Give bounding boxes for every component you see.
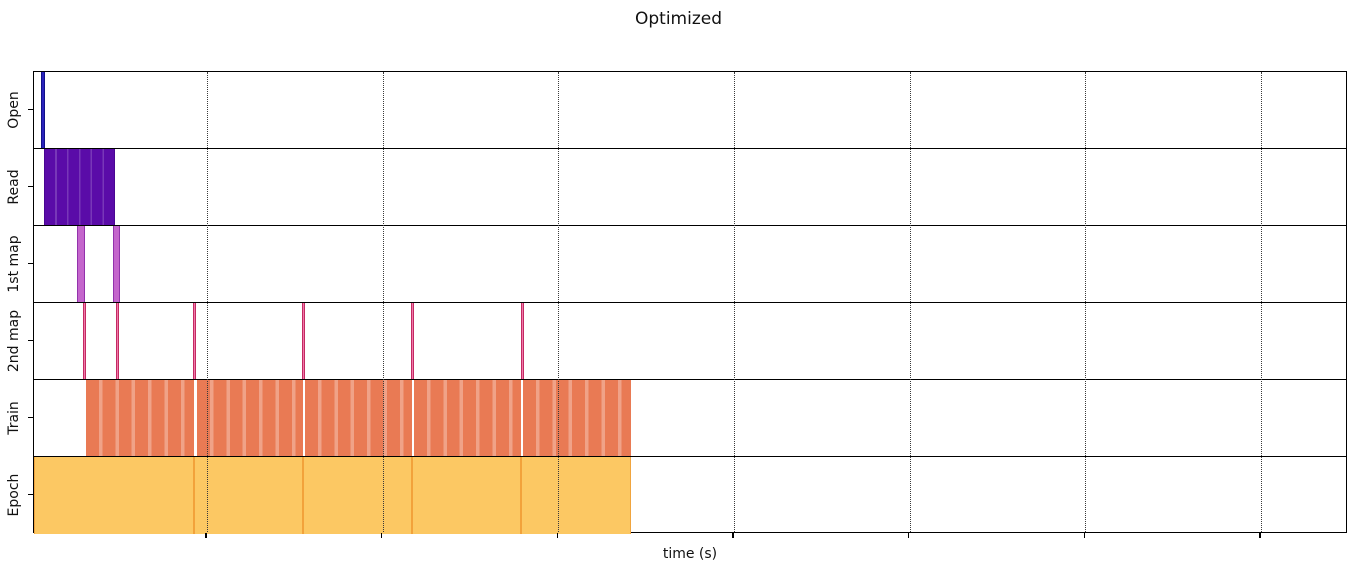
track-row-open (34, 72, 1346, 149)
y-tick (28, 185, 33, 188)
y-tick (28, 108, 33, 111)
map2-span (411, 303, 414, 379)
x-tick (732, 533, 734, 538)
y-tick (28, 493, 33, 496)
x-tick (1083, 533, 1085, 538)
train-span (414, 380, 521, 456)
gridline (207, 72, 208, 532)
gridline (1085, 72, 1087, 532)
map1-span (77, 226, 85, 302)
map1-span (112, 226, 120, 302)
map2-span (116, 303, 119, 379)
x-tick (381, 533, 383, 538)
epoch-separator (302, 457, 305, 534)
track-row-read (34, 149, 1346, 226)
train-span (196, 380, 303, 456)
x-tick (908, 533, 910, 538)
track-row-train (34, 380, 1346, 457)
gridline (382, 72, 384, 532)
chart-title: Optimized (634, 9, 723, 29)
epoch-separator (411, 457, 414, 534)
y-tick (28, 262, 33, 265)
y-axis-label-read: Read (6, 168, 22, 205)
y-axis-label-open: Open (6, 90, 22, 129)
train-span (523, 380, 631, 456)
map2-span (302, 303, 305, 379)
y-tick (28, 339, 33, 342)
track-row-map1 (34, 226, 1346, 303)
gridline (909, 72, 911, 532)
track-rows (34, 72, 1346, 534)
x-tick (556, 533, 558, 538)
gridline (558, 72, 560, 532)
y-axis-label-map1: 1st map (6, 234, 22, 293)
track-row-map2 (34, 303, 1346, 380)
x-tick (205, 533, 207, 538)
map2-span (193, 303, 196, 379)
train-span (305, 380, 412, 456)
y-axis-label-epoch: Epoch (6, 473, 22, 516)
open-span (40, 72, 45, 148)
gridline (734, 72, 735, 532)
y-axis-label-map2: 2nd map (6, 309, 22, 372)
y-tick (28, 416, 33, 419)
epoch-separator (520, 457, 523, 534)
x-axis-label: time (s) (662, 546, 718, 562)
read-span (44, 149, 115, 225)
map2-span (520, 303, 524, 379)
track-row-epoch (34, 457, 1346, 534)
plot-area (33, 71, 1347, 534)
train-span (85, 380, 194, 456)
epoch-separator (193, 457, 196, 534)
y-axis-label-train: Train (6, 400, 22, 435)
map2-span (82, 303, 86, 379)
gridline (1261, 72, 1262, 532)
x-tick (1259, 533, 1261, 538)
epoch-span (34, 457, 631, 534)
